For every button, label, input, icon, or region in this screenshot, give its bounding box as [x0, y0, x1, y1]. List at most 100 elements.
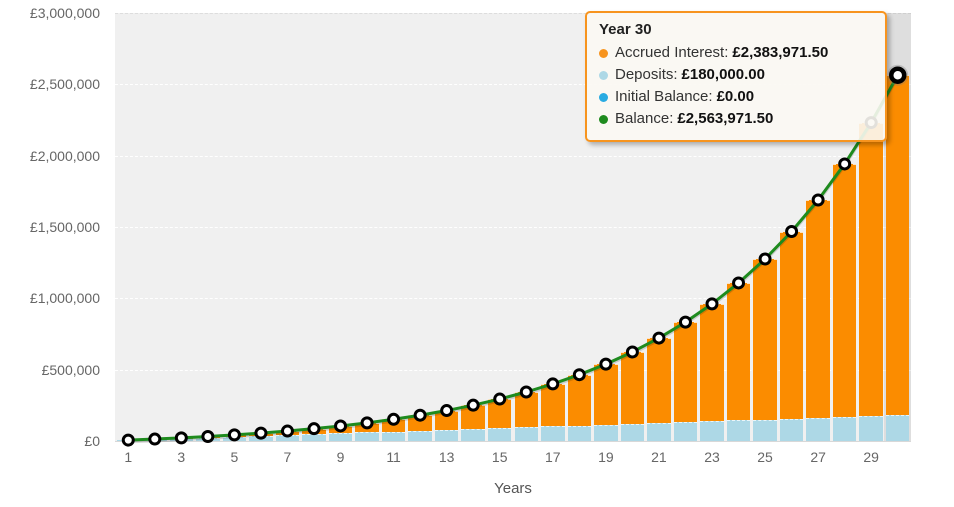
bar-accrued-interest[interactable] [674, 322, 698, 422]
bar-deposits[interactable] [382, 432, 406, 441]
bar-deposits[interactable] [727, 420, 751, 441]
x-axis-label: 1 [106, 449, 150, 465]
bar-deposits[interactable] [753, 420, 777, 441]
bar-accrued-interest[interactable] [753, 259, 777, 420]
x-axis-label: 5 [212, 449, 256, 465]
tooltip-row: Accrued Interest:£2,383,971.50 [599, 42, 873, 64]
bar-deposits[interactable] [408, 431, 432, 441]
bar-deposits[interactable] [249, 436, 273, 441]
bar-accrued-interest[interactable] [700, 304, 724, 421]
tooltip-row: Balance:£2,563,971.50 [599, 108, 873, 130]
x-axis-label: 17 [531, 449, 575, 465]
series-bullet-icon [599, 93, 608, 102]
bar-deposits[interactable] [806, 418, 830, 441]
bar-deposits[interactable] [276, 435, 300, 441]
bar-deposits[interactable] [859, 416, 883, 441]
bar-accrued-interest[interactable] [833, 164, 857, 417]
y-axis-label: £0 [0, 432, 100, 450]
bar-accrued-interest[interactable] [515, 392, 539, 427]
x-axis-label: 19 [584, 449, 628, 465]
series-bullet-icon [599, 71, 608, 80]
y-axis-label: £500,000 [0, 361, 100, 379]
x-axis-title: Years [453, 480, 573, 497]
bar-accrued-interest[interactable] [621, 352, 645, 424]
tooltip-series-label: Accrued Interest: [615, 42, 728, 64]
bar-deposits[interactable] [355, 432, 379, 441]
series-bullet-icon [599, 49, 608, 58]
x-axis-label: 7 [265, 449, 309, 465]
x-axis-label: 21 [637, 449, 681, 465]
bar-accrued-interest[interactable] [541, 384, 565, 427]
x-axis-line [115, 441, 911, 442]
x-axis-label: 9 [319, 449, 363, 465]
bar-accrued-interest[interactable] [568, 375, 592, 426]
bar-deposits[interactable] [647, 423, 671, 441]
bar-accrued-interest[interactable] [488, 399, 512, 428]
tooltip-row: Deposits:£180,000.00 [599, 64, 873, 86]
bar-deposits[interactable] [143, 439, 167, 441]
bar-accrued-interest[interactable] [302, 429, 326, 434]
bar-deposits[interactable] [170, 438, 194, 441]
bar-accrued-interest[interactable] [859, 123, 883, 417]
bar-deposits[interactable] [833, 417, 857, 441]
gridline [115, 227, 911, 228]
bar-deposits[interactable] [700, 421, 724, 441]
gridline [115, 156, 911, 157]
tooltip-series-value: £2,563,971.50 [677, 108, 773, 130]
tooltip-title: Year 30 [599, 21, 873, 38]
tooltip-series-label: Balance: [615, 108, 673, 130]
bar-accrued-interest[interactable] [249, 433, 273, 436]
x-axis-label: 25 [743, 449, 787, 465]
x-axis-label: 23 [690, 449, 734, 465]
bar-accrued-interest[interactable] [408, 415, 432, 431]
chart-tooltip: Year 30 Accrued Interest:£2,383,971.50De… [585, 11, 887, 142]
tooltip-series-value: £180,000.00 [682, 64, 765, 86]
series-bullet-icon [599, 115, 608, 124]
bar-accrued-interest[interactable] [647, 338, 671, 423]
bar-deposits[interactable] [780, 419, 804, 441]
bar-accrued-interest[interactable] [727, 283, 751, 421]
compound-interest-chart: £0 £500,000 £1,000,000 £1,500,000 £2,000,000… [0, 0, 954, 507]
bar-accrued-interest[interactable] [382, 419, 406, 431]
bar-accrued-interest[interactable] [276, 431, 300, 435]
bar-deposits[interactable] [435, 430, 459, 441]
bar-deposits[interactable] [541, 426, 565, 441]
bar-deposits[interactable] [621, 424, 645, 441]
bar-accrued-interest[interactable] [435, 411, 459, 430]
bar-accrued-interest[interactable] [223, 435, 247, 437]
bar-deposits[interactable] [329, 433, 353, 441]
tooltip-series-value: £0.00 [717, 86, 755, 108]
bar-deposits[interactable] [117, 440, 141, 441]
bar-accrued-interest[interactable] [886, 75, 910, 415]
bar-accrued-interest[interactable] [806, 200, 830, 418]
bar-accrued-interest[interactable] [594, 364, 618, 425]
bar-accrued-interest[interactable] [355, 423, 379, 433]
y-axis-label: £1,500,000 [0, 218, 100, 236]
bar-deposits[interactable] [886, 415, 910, 441]
tooltip-series-value: £2,383,971.50 [732, 42, 828, 64]
bar-deposits[interactable] [488, 428, 512, 441]
bar-accrued-interest[interactable] [780, 232, 804, 419]
bar-deposits[interactable] [196, 438, 220, 441]
x-axis-label: 3 [159, 449, 203, 465]
x-axis-label: 29 [849, 449, 893, 465]
bar-deposits[interactable] [674, 422, 698, 441]
bar-accrued-interest[interactable] [170, 438, 194, 439]
bar-accrued-interest[interactable] [329, 426, 353, 433]
y-axis-label: £2,000,000 [0, 147, 100, 165]
y-axis-label: £1,000,000 [0, 289, 100, 307]
bar-accrued-interest[interactable] [196, 436, 220, 437]
y-axis-label: £2,500,000 [0, 75, 100, 93]
y-axis-label: £3,000,000 [0, 4, 100, 22]
bar-deposits[interactable] [515, 427, 539, 441]
bar-deposits[interactable] [302, 434, 326, 441]
x-axis-label: 11 [372, 449, 416, 465]
tooltip-series-label: Deposits: [615, 64, 678, 86]
bar-deposits[interactable] [461, 429, 485, 441]
bar-deposits[interactable] [594, 425, 618, 441]
bar-deposits[interactable] [568, 426, 592, 441]
x-axis-label: 27 [796, 449, 840, 465]
x-axis-label: 13 [425, 449, 469, 465]
bar-deposits[interactable] [223, 437, 247, 441]
bar-accrued-interest[interactable] [461, 405, 485, 429]
